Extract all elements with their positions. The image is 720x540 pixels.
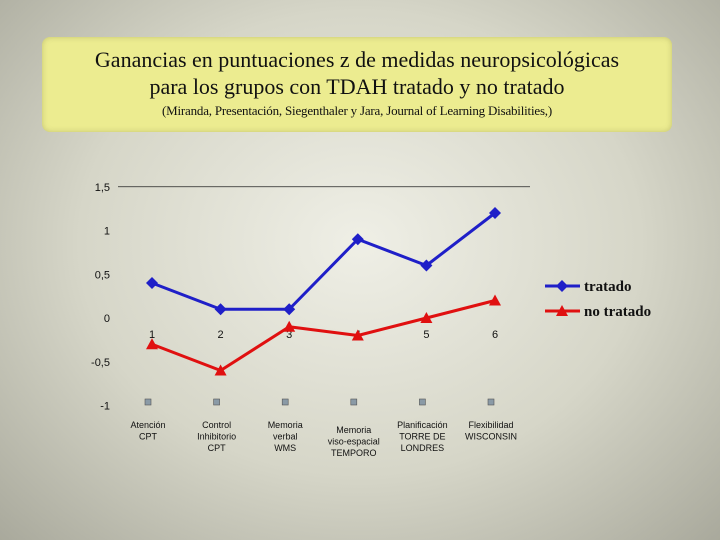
point-tratado xyxy=(489,207,501,219)
point-no-tratado xyxy=(489,294,501,306)
category-label: Memoria xyxy=(268,420,303,430)
category-marker xyxy=(350,398,358,406)
point-tratado xyxy=(283,303,296,316)
series-line-tratado xyxy=(151,211,496,311)
y-tick-label: -0,5 xyxy=(91,357,110,369)
y-tick-label: 0,5 xyxy=(95,269,110,281)
category-label: TEMPORO xyxy=(331,448,377,458)
category-label: viso-espacial xyxy=(328,437,380,447)
legend-label: no tratado xyxy=(584,304,651,320)
category-label: LONDRES xyxy=(401,443,445,453)
point-tratado xyxy=(214,303,227,316)
category-label: verbal xyxy=(273,432,298,442)
category-label: CPT xyxy=(208,443,227,453)
category-label: Atención xyxy=(130,420,165,430)
category-label: Planificación xyxy=(397,420,448,430)
category-marker xyxy=(419,398,426,406)
point-no-tratado xyxy=(351,329,364,341)
y-tick-label: 1 xyxy=(104,226,110,238)
point-no-tratado xyxy=(214,364,227,376)
series-line-no-tratado xyxy=(151,299,496,372)
title-line-2: para los grupos con TDAH tratado y no tr… xyxy=(149,74,565,99)
legend-label: tratado xyxy=(584,279,632,295)
y-tick-label: -1 xyxy=(100,401,110,413)
category-label: Control xyxy=(202,420,231,430)
legend-marker xyxy=(556,305,568,316)
x-tick-label: 3 xyxy=(286,329,292,341)
category-label: WISCONSIN xyxy=(465,432,517,442)
y-tick-label: 1,5 xyxy=(95,182,110,194)
category-marker xyxy=(487,398,495,406)
category-marker xyxy=(281,398,289,406)
category-label: Memoria xyxy=(336,425,371,435)
category-label: Inhibitorio xyxy=(197,432,236,442)
x-tick-label: 5 xyxy=(423,329,429,341)
point-no-tratado xyxy=(146,338,158,350)
point-no-tratado xyxy=(420,312,433,323)
legend-marker xyxy=(556,280,568,292)
category-label: WMS xyxy=(274,443,296,453)
x-tick-label: 6 xyxy=(492,329,498,341)
title-line-1: Ganancias en puntuaciones z de medidas n… xyxy=(94,47,620,72)
point-tratado xyxy=(146,277,158,289)
point-tratado xyxy=(351,233,364,246)
category-marker xyxy=(144,398,152,406)
x-tick-label: 2 xyxy=(218,329,224,341)
category-label: CPT xyxy=(139,432,158,442)
title-box: Ganancias en puntuaciones z de medidas n… xyxy=(42,37,672,132)
x-tick-label: 1 xyxy=(149,329,155,341)
point-no-tratado xyxy=(283,320,296,332)
category-label: Flexibilidad xyxy=(468,420,513,430)
citation: (Miranda, Presentación, Siegenthaler y J… xyxy=(162,103,552,118)
category-label: TORRE DE xyxy=(399,432,445,442)
category-marker xyxy=(213,398,220,406)
point-tratado xyxy=(420,259,433,272)
y-tick-label: 0 xyxy=(104,313,110,325)
